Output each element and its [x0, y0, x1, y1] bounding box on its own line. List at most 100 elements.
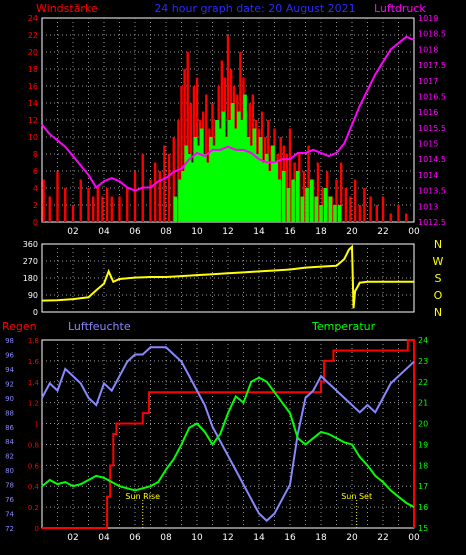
wind-gust-bar [184, 145, 188, 222]
wind-gust-bar [255, 154, 260, 222]
rain-y-tick: 1.4 [28, 379, 40, 387]
wind-speed-bar [335, 179, 338, 222]
wind-y-tick: 4 [33, 184, 38, 193]
wind-gust-bar [333, 205, 337, 222]
wind-gust-bar [246, 137, 250, 222]
wind-speed-bar [118, 196, 121, 222]
wind-gust-bar [227, 120, 232, 222]
temperature-y-tick: 17 [418, 482, 428, 491]
x-tick-label: 08 [160, 227, 172, 237]
wind-speed-bar [405, 213, 408, 222]
wind-gust-bar [295, 171, 300, 222]
wind-y-tick: 10 [28, 133, 38, 142]
wind-speed-bar [288, 128, 292, 222]
rain-y-tick: 0 [35, 525, 39, 533]
pressure-y-tick: 1018.5 [418, 30, 446, 39]
x-tick-label: 14 [253, 227, 265, 237]
wind-gust-bar [328, 196, 333, 222]
humidity-y-tick: 74 [5, 511, 14, 519]
wind-speed-bar [358, 205, 361, 222]
temperature-y-tick: 19 [418, 440, 428, 449]
wind-y-tick: 8 [33, 150, 38, 159]
wind-gust-bar [282, 171, 286, 222]
x-tick-label: 00 [408, 533, 420, 543]
wind-speed-bar [64, 188, 67, 222]
wind-gust-bar [277, 179, 281, 222]
pressure-y-tick: 1017 [418, 77, 438, 86]
x-tick-label: 12 [222, 533, 233, 543]
wind-speed-bar [344, 188, 347, 222]
temperature-y-tick: 16 [418, 503, 428, 512]
wind-gust-bar [202, 154, 207, 222]
wind-gust-bar [173, 196, 178, 222]
direction-y-tick: 180 [23, 274, 38, 283]
temperature-y-tick: 22 [418, 378, 428, 387]
humidity-y-tick: 80 [5, 467, 14, 475]
wind-speed-bar [177, 120, 180, 222]
wind-gust-bar [224, 137, 229, 222]
humidity-y-tick: 84 [5, 438, 14, 446]
date-title: 24 hour graph date: 20 August 2021 [154, 2, 355, 15]
wind-y-tick: 0 [33, 218, 38, 227]
pressure-y-tick: 1014 [418, 171, 438, 180]
wind-speed-bar [149, 179, 152, 222]
x-tick-label: 04 [98, 533, 110, 543]
wind-speed-bar [186, 52, 189, 222]
rain-y-tick: 1 [35, 421, 39, 429]
direction-y-tick: 360 [23, 240, 38, 249]
wind-speed-bar [163, 145, 166, 222]
luftdruck-title: Luftdruck [374, 2, 426, 15]
rain-y-tick: 1.2 [28, 400, 39, 408]
rain-y-tick: 0.6 [28, 462, 40, 470]
wind-gust-bar [209, 137, 213, 222]
wind-gust-bar [268, 171, 272, 222]
wind-speed-bar [353, 179, 357, 222]
pressure-y-tick: 1014.5 [418, 155, 446, 164]
wind-speed-bar [381, 196, 385, 222]
pressure-y-tick: 1015.5 [418, 124, 446, 133]
wind-gust-bar [252, 128, 257, 222]
wind-y-tick: 24 [28, 14, 38, 23]
x-tick-label: 16 [284, 227, 296, 237]
humidity-y-tick: 78 [5, 482, 14, 490]
humidity-line [41, 346, 415, 523]
rain-y-tick: 0.2 [28, 504, 39, 512]
x-tick-label: 22 [377, 227, 388, 237]
x-tick-label: 08 [160, 533, 172, 543]
x-tick-label: 10 [191, 227, 203, 237]
wind-gust-bar [237, 111, 241, 222]
x-tick-label: 10 [191, 533, 203, 543]
direction-letter: O [434, 289, 443, 302]
x-tick-label: 12 [222, 227, 233, 237]
wind-speed-bar [79, 179, 82, 222]
wind-speed-bar [167, 154, 171, 222]
x-tick-label: 04 [98, 227, 110, 237]
x-tick-label: 18 [315, 533, 327, 543]
wind-gust-bar [291, 179, 295, 222]
wind-pressure-panel: 02 04 06 08 10 12 14 16 18 20 22 000246810121416182… [28, 14, 446, 237]
humidity-y-tick: 82 [5, 453, 14, 461]
direction-letter: S [435, 272, 442, 285]
wind-speed-bar [316, 162, 320, 222]
wind-speed-bar [158, 171, 161, 222]
wind-gust-bar [233, 128, 238, 222]
wind-gust-bar [319, 205, 323, 222]
wind-y-tick: 18 [28, 65, 38, 74]
wind-y-tick: 14 [28, 99, 38, 108]
wind-gust-bar [178, 179, 182, 222]
windstaerke-title: Windstärke [36, 2, 98, 15]
rain-line [42, 339, 415, 529]
wind-gust-bar [258, 137, 263, 222]
humidity-y-tick: 98 [5, 337, 14, 345]
wind-speed-bar [105, 188, 109, 222]
wind-y-tick: 20 [28, 48, 38, 57]
temperature-y-tick: 18 [418, 461, 428, 470]
wind-speed-bar [349, 196, 352, 222]
wind-speed-bar [307, 145, 310, 222]
wind-speed-bar [389, 213, 392, 222]
wind-speed-bar [363, 188, 366, 222]
pressure-y-tick: 1016 [418, 108, 438, 117]
wind-gust-bar [193, 137, 198, 222]
direction-letter: W [433, 255, 444, 268]
